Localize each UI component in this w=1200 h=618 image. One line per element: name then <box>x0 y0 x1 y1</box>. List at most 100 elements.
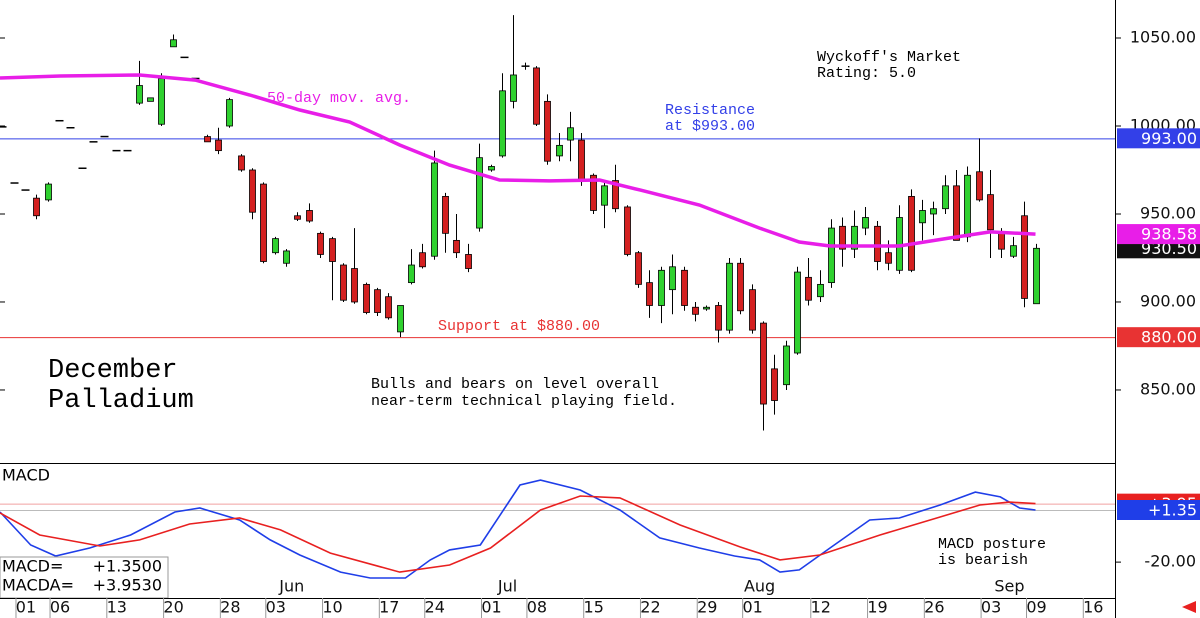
candle-body <box>363 283 370 313</box>
x-tick-label: 06 <box>50 598 70 617</box>
candle-body <box>306 210 313 222</box>
x-tick-label: 03 <box>266 598 286 617</box>
comment-annotation: near-term technical playing field. <box>371 393 677 410</box>
x-tick-label: 12 <box>811 598 831 617</box>
chart-title: Palladium <box>48 386 194 416</box>
candle-body <box>385 296 392 319</box>
x-tick-label: 13 <box>107 598 127 617</box>
month-label: Aug <box>744 577 775 596</box>
x-tick-label: 08 <box>527 598 547 617</box>
x-tick-label: 19 <box>867 598 887 617</box>
candle-body <box>340 264 347 301</box>
candle-body <box>1021 215 1028 299</box>
candle-body <box>590 174 597 211</box>
candle-body <box>930 208 937 215</box>
candle-body <box>476 157 483 229</box>
candle-body <box>158 78 165 125</box>
candle-body <box>226 99 233 127</box>
candle-body <box>567 127 574 141</box>
month-label: Sep <box>994 577 1024 596</box>
candle-body <box>669 266 676 291</box>
candle-body <box>499 90 506 157</box>
candle-body <box>885 252 892 264</box>
macd-annotation: MACD posture <box>938 536 1046 553</box>
rating-annotation: Wyckoff's Market <box>817 49 961 66</box>
candle-body <box>578 139 585 181</box>
moving-average-line <box>0 73 1036 248</box>
resistance-annotation: Resistance <box>665 102 755 119</box>
candle-body <box>510 74 517 102</box>
candle-body <box>294 215 301 220</box>
candle-body <box>374 289 381 313</box>
candle-body <box>976 171 983 201</box>
candle-body <box>908 195 915 271</box>
chart-title: December <box>48 356 178 386</box>
candle-body <box>919 210 926 224</box>
comment-annotation: Bulls and bears on level overall <box>371 376 659 393</box>
candle-body <box>204 136 211 143</box>
price-tag-label: 993.00 <box>1141 129 1197 148</box>
candle-body <box>987 194 994 231</box>
candle-body <box>533 67 540 125</box>
x-tick-label: 03 <box>981 598 1001 617</box>
readout-name: MACDA= <box>2 576 74 595</box>
candle-body <box>817 283 824 298</box>
x-tick-label: 20 <box>163 598 183 617</box>
candle-body <box>703 306 710 310</box>
x-tick-label: 28 <box>220 598 240 617</box>
month-label: Jun <box>278 577 304 596</box>
readout-value: +1.3500 <box>93 557 162 576</box>
readout-box <box>0 556 169 599</box>
readout-name: MACD= <box>2 557 63 576</box>
y-tick-label: 1050.00 <box>1130 28 1196 47</box>
candle-body <box>317 232 324 255</box>
month-label: Jul <box>497 577 517 596</box>
candle-body <box>272 238 279 254</box>
price-tag <box>1117 224 1200 245</box>
candle-body <box>805 276 812 301</box>
candle-body <box>45 183 52 201</box>
x-tick-label: 09 <box>1026 598 1046 617</box>
candle-body <box>465 254 472 269</box>
candle-body <box>431 162 438 257</box>
support-annotation: Support at $880.00 <box>438 318 600 335</box>
candle-body <box>783 345 790 386</box>
candle-body <box>260 183 267 262</box>
candle-body <box>249 169 256 213</box>
y-tick-label: 850.00 <box>1140 379 1196 398</box>
candle-body <box>351 268 358 303</box>
scroll-arrow-icon[interactable] <box>1182 601 1196 613</box>
candle-body <box>624 206 631 255</box>
candle-body <box>442 195 449 234</box>
price-tag <box>1117 499 1200 520</box>
candle-body <box>737 262 744 312</box>
candle-body <box>238 155 245 171</box>
x-tick-label: 22 <box>640 598 660 617</box>
x-tick-label: 24 <box>425 598 445 617</box>
candle-body <box>556 144 563 157</box>
x-tick-label: 01 <box>742 598 762 617</box>
moving-average-label: 50-day mov. avg. <box>267 90 411 107</box>
candle-body <box>147 97 154 102</box>
candle-body <box>283 250 290 264</box>
y-tick-label: 950.00 <box>1140 203 1196 222</box>
candle-body <box>851 225 858 250</box>
candle-body <box>874 225 881 262</box>
candle-body <box>397 305 404 333</box>
candle-body <box>170 39 177 48</box>
candle-body <box>408 264 415 284</box>
x-tick-label: 29 <box>697 598 717 617</box>
price-tag <box>1117 327 1200 348</box>
candle-body <box>646 282 653 306</box>
candle-body <box>488 166 495 171</box>
y-tick-label: -20.00 <box>1144 552 1196 571</box>
price-tag-label: +1.35 <box>1148 500 1197 519</box>
candle-body <box>544 100 551 162</box>
x-tick-label: 17 <box>379 598 399 617</box>
panel-title: MACD <box>2 466 50 485</box>
y-tick-label: 900.00 <box>1140 291 1196 310</box>
candle-body <box>215 139 222 152</box>
